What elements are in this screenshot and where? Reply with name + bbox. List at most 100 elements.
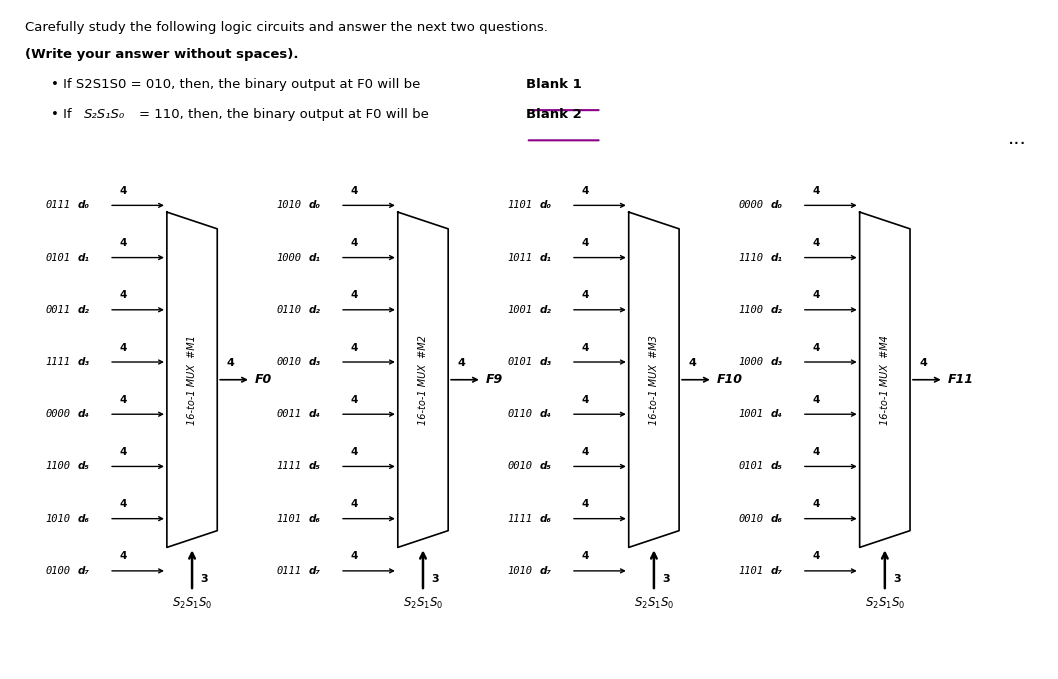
Text: 4: 4 [350,551,358,562]
Text: F11: F11 [948,373,973,386]
Text: d₅: d₅ [77,462,90,471]
Text: 1111: 1111 [276,462,302,471]
Text: 16-to-1 MUX  #M2: 16-to-1 MUX #M2 [418,335,428,424]
Text: 1011: 1011 [507,253,532,263]
Text: 1100: 1100 [738,305,763,315]
Text: 1111: 1111 [507,514,532,524]
Text: 0010: 0010 [276,357,302,367]
Text: 4: 4 [120,395,127,405]
Text: 4: 4 [350,343,358,352]
Text: 4: 4 [350,291,358,300]
Text: d₄: d₄ [540,409,551,419]
Text: d₆: d₆ [540,514,551,524]
Text: d₁: d₁ [540,253,551,263]
Text: d₇: d₇ [770,566,782,576]
Text: d₃: d₃ [77,357,90,367]
Text: 4: 4 [813,291,820,300]
Text: d₄: d₄ [77,409,90,419]
Text: 0000: 0000 [738,200,763,210]
Text: 4: 4 [582,551,589,562]
Text: d₀: d₀ [540,200,551,210]
Text: 4: 4 [582,186,589,196]
Text: 1001: 1001 [738,409,763,419]
Text: 4: 4 [813,343,820,352]
Text: 4: 4 [689,358,696,367]
Text: d₇: d₇ [540,566,551,576]
Text: Blank 2: Blank 2 [526,108,582,121]
Text: S₂S₁S₀: S₂S₁S₀ [84,108,125,121]
Text: d₄: d₄ [770,409,782,419]
Text: 3: 3 [200,574,208,584]
Text: F10: F10 [717,373,743,386]
Text: 4: 4 [813,395,820,405]
Text: 1000: 1000 [738,357,763,367]
Text: • If S2S1S0 = 010, then, the binary output at F0 will be: • If S2S1S0 = 010, then, the binary outp… [52,78,425,91]
Text: 0111: 0111 [45,200,70,210]
Text: 4: 4 [227,358,235,367]
Text: F0: F0 [255,373,272,386]
Text: 1111: 1111 [45,357,70,367]
Text: (Write your answer without spaces).: (Write your answer without spaces). [25,48,298,60]
Text: 4: 4 [582,343,589,352]
Text: 4: 4 [120,343,127,352]
Text: d₃: d₃ [540,357,551,367]
Text: 1010: 1010 [45,514,70,524]
Text: 4: 4 [813,186,820,196]
Text: 1001: 1001 [507,305,532,315]
Text: 4: 4 [350,238,358,249]
Text: 3: 3 [432,574,439,584]
Text: d₁: d₁ [309,253,321,263]
Text: 4: 4 [120,499,127,509]
Text: 1010: 1010 [276,200,302,210]
Text: 4: 4 [919,358,928,367]
Text: 1110: 1110 [738,253,763,263]
Text: 4: 4 [582,499,589,509]
Text: $S_2S_1S_0$: $S_2S_1S_0$ [172,596,213,612]
Text: 4: 4 [120,186,127,196]
Text: 4: 4 [458,358,466,367]
Text: = 110, then, the binary output at F0 will be: = 110, then, the binary output at F0 wil… [139,108,433,121]
Text: d₂: d₂ [77,305,90,315]
Text: 0101: 0101 [45,253,70,263]
Text: 4: 4 [813,238,820,249]
Text: ...: ... [1007,129,1026,148]
Text: 0101: 0101 [738,462,763,471]
Text: d₃: d₃ [309,357,321,367]
Text: d₀: d₀ [770,200,782,210]
Text: 4: 4 [120,447,127,457]
Text: 0101: 0101 [507,357,532,367]
Text: 4: 4 [350,447,358,457]
Text: d₀: d₀ [309,200,321,210]
Text: 4: 4 [350,499,358,509]
Text: 4: 4 [582,447,589,457]
Text: 1101: 1101 [738,566,763,576]
Text: 4: 4 [582,291,589,300]
Text: d₁: d₁ [770,253,782,263]
Text: 4: 4 [582,395,589,405]
Text: 1101: 1101 [507,200,532,210]
Text: $S_2S_1S_0$: $S_2S_1S_0$ [403,596,443,612]
Text: 0110: 0110 [507,409,532,419]
Text: 0010: 0010 [507,462,532,471]
Text: d₁: d₁ [77,253,90,263]
Text: 16-to-1 MUX  #M1: 16-to-1 MUX #M1 [187,335,197,424]
Text: d₅: d₅ [309,462,321,471]
Text: 0000: 0000 [45,409,70,419]
Text: d₀: d₀ [77,200,90,210]
Text: d₆: d₆ [77,514,90,524]
Text: 1100: 1100 [45,462,70,471]
Text: 4: 4 [120,291,127,300]
Text: d₆: d₆ [770,514,782,524]
Text: d₂: d₂ [770,305,782,315]
Text: • If: • If [52,108,76,121]
Text: d₂: d₂ [309,305,321,315]
Text: 4: 4 [813,499,820,509]
Text: F9: F9 [486,373,504,386]
Text: 0111: 0111 [276,566,302,576]
Text: d₃: d₃ [770,357,782,367]
Text: d₄: d₄ [309,409,321,419]
Text: d₂: d₂ [540,305,551,315]
Text: 4: 4 [350,395,358,405]
Text: 4: 4 [350,186,358,196]
Text: 4: 4 [813,551,820,562]
